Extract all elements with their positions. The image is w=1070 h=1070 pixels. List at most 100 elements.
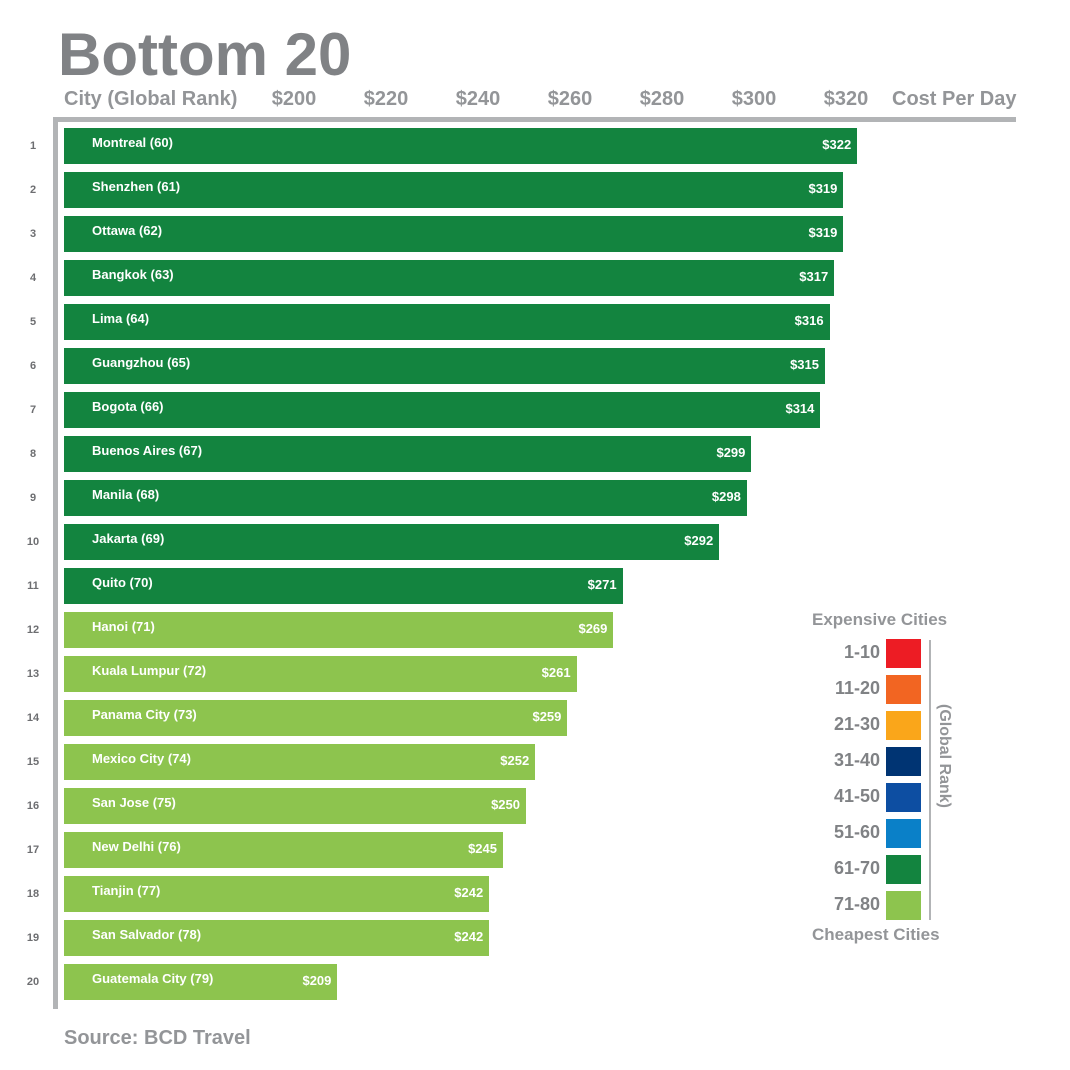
x-tick-label: $320: [823, 88, 869, 110]
x-tick-label: $240: [455, 88, 501, 110]
bar-value-label: $259: [532, 709, 562, 724]
bar-value-label: $298: [711, 489, 741, 504]
legend-range-label: 71-80: [833, 894, 880, 914]
bar: [64, 832, 503, 868]
bar: [64, 348, 825, 384]
rank-label: 3: [29, 228, 37, 240]
bar: [64, 568, 623, 604]
bar: [64, 876, 490, 912]
bar-city-label: San Jose (75): [92, 795, 176, 810]
bar-city-label: Guatemala City (79): [92, 971, 214, 986]
value-header: Cost Per Day: [892, 88, 1017, 110]
y-axis-line: [53, 117, 58, 1009]
bar-value-label: $250: [491, 797, 520, 812]
rank-label: 12: [26, 624, 40, 636]
rank-label: 15: [26, 756, 40, 768]
x-axis-end-cap: [1011, 117, 1016, 122]
x-tick-label: $300: [731, 88, 777, 110]
bar-value-label: $245: [468, 841, 497, 856]
rank-label: 2: [29, 184, 37, 196]
legend-range-label: 41-50: [833, 786, 880, 806]
legend-swatch: [886, 711, 921, 740]
bar-value-label: $271: [587, 577, 617, 592]
bar-city-label: Montreal (60): [92, 135, 173, 150]
rank-label: 8: [29, 448, 37, 460]
bar: [64, 744, 536, 780]
bar: [64, 656, 577, 692]
x-tick-label: $280: [639, 88, 685, 110]
legend-top-label: Expensive Cities: [812, 610, 948, 629]
bar: [64, 612, 614, 648]
rank-label: 9: [29, 492, 37, 504]
bar-value-label: $261: [541, 665, 571, 680]
rank-label: 16: [26, 800, 40, 812]
bar-city-label: Buenos Aires (67): [92, 443, 203, 458]
bar-city-label: Bogota (66): [92, 399, 164, 414]
bar-value-label: $319: [808, 225, 838, 240]
bar-city-label: Mexico City (74): [92, 751, 191, 766]
bar-city-label: New Delhi (76): [92, 839, 181, 854]
legend-swatch: [886, 855, 921, 884]
bar-city-label: Jakarta (69): [92, 531, 165, 546]
bar: [64, 304, 830, 340]
chart-title: Bottom 20: [58, 21, 352, 88]
bar-value-label: $317: [799, 269, 829, 284]
bar-value-label: $209: [302, 973, 332, 988]
bar-city-label: San Salvador (78): [92, 927, 202, 942]
rank-label: 13: [26, 668, 40, 680]
rank-label: 6: [29, 360, 37, 372]
x-axis-line: [53, 117, 1016, 122]
source-note: Source: BCD Travel: [64, 1027, 251, 1049]
bar: [64, 392, 821, 428]
rank-label: 7: [29, 404, 37, 416]
rank-label: 4: [29, 272, 37, 284]
legend-range-label: 11-20: [834, 678, 880, 698]
legend-swatch: [886, 891, 921, 920]
bar-value-label: $292: [684, 533, 714, 548]
legend-range-label: 31-40: [833, 750, 880, 770]
x-tick-label: $260: [547, 88, 593, 110]
bar-value-label: $319: [808, 181, 838, 196]
bar-value-label: $322: [822, 137, 852, 152]
legend-range-label: 21-30: [833, 714, 880, 734]
bar: [64, 436, 752, 472]
bar: [64, 920, 490, 956]
rank-label: 11: [27, 580, 39, 592]
bar-city-label: Hanoi (71): [92, 619, 155, 634]
bar-city-label: Lima (64): [92, 311, 150, 326]
bar: [64, 128, 858, 164]
bar-city-label: Panama City (73): [92, 707, 197, 722]
legend-swatch: [886, 747, 921, 776]
bar-city-label: Quito (70): [92, 575, 153, 590]
bar-value-label: $314: [785, 401, 815, 416]
rank-label: 10: [26, 536, 40, 548]
bar-city-label: Guangzhou (65): [92, 355, 191, 370]
bar-city-label: Tianjin (77): [92, 883, 161, 898]
legend-axis-label: (Global Rank): [936, 703, 953, 809]
rank-label: 20: [26, 976, 40, 988]
bar-value-label: $299: [716, 445, 746, 460]
x-tick-label: $220: [363, 88, 409, 110]
bar-value-label: $316: [794, 313, 824, 328]
legend-range-label: 61-70: [833, 858, 880, 878]
rank-label: 19: [26, 932, 40, 944]
legend-swatch: [886, 639, 921, 668]
bar: [64, 172, 844, 208]
legend-range-label: 51-60: [833, 822, 880, 842]
bar-value-label: $315: [790, 357, 819, 372]
bar-city-label: Kuala Lumpur (72): [92, 663, 207, 678]
rank-label: 18: [26, 888, 40, 900]
x-tick-label: $200: [271, 88, 317, 110]
bar-value-label: $269: [578, 621, 608, 636]
category-header: City (Global Rank): [64, 88, 238, 110]
rank-label: 14: [26, 712, 40, 724]
bar-city-label: Bangkok (63): [92, 267, 174, 282]
bar-value-label: $242: [454, 885, 484, 900]
rank-label: 1: [29, 140, 37, 152]
legend-swatch: [886, 819, 921, 848]
bar: [64, 480, 747, 516]
bar: [64, 260, 835, 296]
bar: [64, 216, 844, 252]
legend-swatch: [886, 783, 921, 812]
bar-city-label: Ottawa (62): [92, 223, 163, 238]
